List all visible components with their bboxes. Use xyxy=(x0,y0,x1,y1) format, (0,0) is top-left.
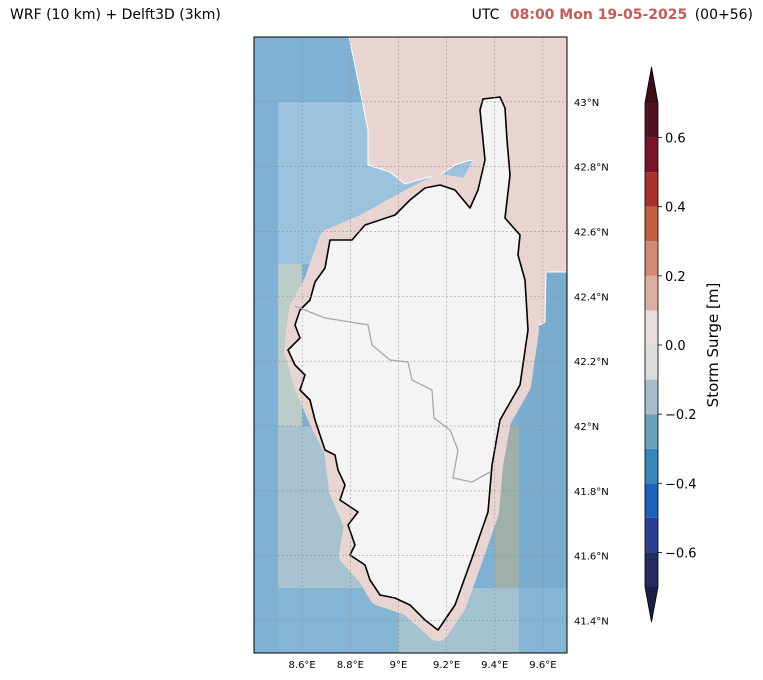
colorbar-tick-label: −0.2 xyxy=(665,408,697,423)
colorbar-bin xyxy=(645,275,658,311)
lon-tick-label: 9°E xyxy=(390,660,408,671)
lat-tick-label: 41.8°N xyxy=(574,487,609,498)
colorbar-bin xyxy=(645,310,658,345)
colorbar-bin xyxy=(645,448,658,484)
colorbar-tick-label: −0.6 xyxy=(665,546,697,561)
colorbar-label: Storm Surge [m] xyxy=(704,283,722,408)
lon-tick-label: 8.8°E xyxy=(337,660,364,671)
colorbar-bin xyxy=(645,414,658,449)
axis-tick-labels: 8.6°E 8.8°E 9°E 9.2°E 9.4°E 9.6°E 41.4°N 41.6°N… xyxy=(289,98,609,671)
colorbar-tick-label: −0.4 xyxy=(665,477,697,492)
lat-tick-label: 42°N xyxy=(574,422,599,433)
utc-label: UTC xyxy=(471,7,500,23)
colorbar-bin xyxy=(645,241,658,276)
colorbar-bin xyxy=(645,206,658,242)
colorbar-tick-label: 0.0 xyxy=(665,339,686,354)
forecast-datetime: 08:00 Mon 19-05-2025 xyxy=(509,7,688,23)
colorbar-bin xyxy=(645,103,658,138)
lon-tick-label: 8.6°E xyxy=(289,660,316,671)
map-frame xyxy=(253,36,568,654)
colorbar-tick-label: 0.6 xyxy=(665,132,686,147)
lat-tick-label: 41.4°N xyxy=(574,617,609,628)
graticule xyxy=(254,37,567,653)
colorbar-bin xyxy=(645,552,658,587)
colorbar-bin xyxy=(645,345,658,380)
forecast-time: UTC 08:00 Mon 19-05-2025 (00+56) xyxy=(472,7,753,23)
colorbar-bin xyxy=(645,379,658,415)
surge-cell-0 xyxy=(254,37,279,653)
lat-tick-label: 42.6°N xyxy=(574,228,609,239)
colorbar-outline xyxy=(644,66,659,623)
lat-tick-label: 41.6°N xyxy=(574,552,609,563)
colorbar-bin xyxy=(645,483,658,518)
colorbar: −0.6 −0.4 −0.2 0.0 0.2 0.4 0.6 Storm Surge [m] xyxy=(644,66,722,623)
lon-tick-label: 9.6°E xyxy=(529,660,556,671)
department-boundary xyxy=(294,305,491,483)
lat-tick-label: 43°N xyxy=(574,98,599,109)
lat-tick-label: 42.8°N xyxy=(574,163,609,174)
lead-time: (00+56) xyxy=(694,7,753,23)
colorbar-bin xyxy=(645,137,658,173)
map-area xyxy=(254,37,567,653)
lat-tick-label: 42.2°N xyxy=(574,357,609,368)
colorbar-tick-label: 0.4 xyxy=(665,201,686,216)
colorbar-tick-label: 0.2 xyxy=(665,270,686,285)
lon-tick-label: 9.4°E xyxy=(481,660,508,671)
colorbar-extend-min xyxy=(645,587,658,622)
colorbar-extend-max xyxy=(645,67,658,103)
colorbar-bin xyxy=(645,172,658,207)
model-title: WRF (10 km) + Delft3D (3km) xyxy=(10,7,221,23)
lat-tick-label: 42.4°N xyxy=(574,292,609,303)
colorbar-bin xyxy=(645,517,658,553)
lon-tick-label: 9.2°E xyxy=(433,660,460,671)
